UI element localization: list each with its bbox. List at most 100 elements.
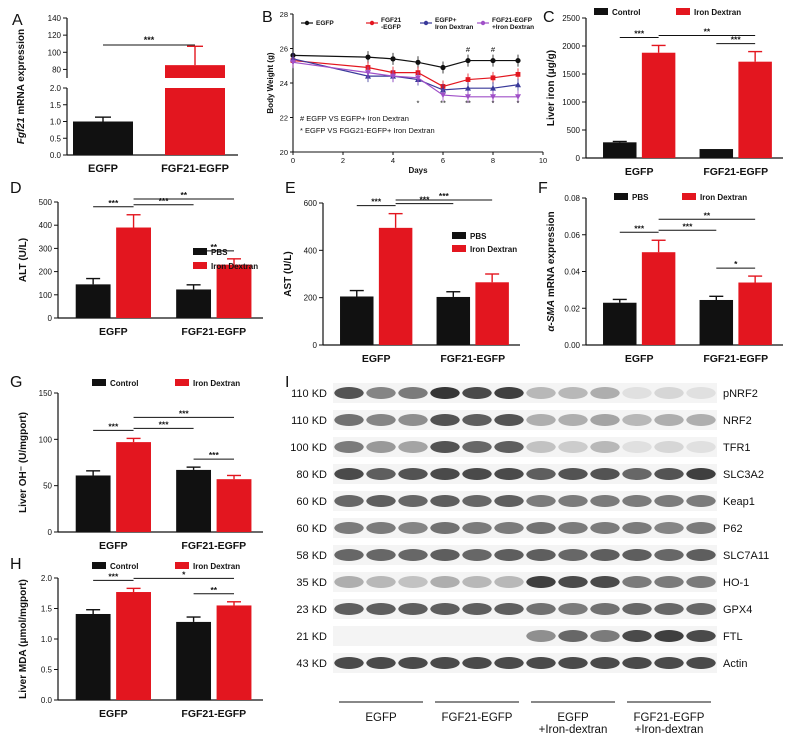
kd-label: 35 KD [296,577,327,589]
data-point [465,57,471,64]
band [622,387,652,399]
y-tick-label: 24 [280,79,288,88]
band [430,657,460,669]
bar [116,592,151,700]
legend-label: Iron Dextran [694,8,741,17]
legend-label: PBS [632,193,649,202]
legend-label: FGF21-EGFP +Iron Dextran [492,17,534,31]
bar [603,142,637,158]
significance-mark: ** [465,98,471,107]
blot-strip [333,437,717,457]
band [654,522,684,534]
band [366,522,396,534]
kd-label: 110 KD [291,388,327,400]
blot-row-keap1: 60 KD Keap1 [296,491,755,511]
kd-label: 100 KD [290,442,327,454]
legend-label: Iron Dextran [700,193,747,202]
band [654,468,684,480]
y-tick-label: 120 [48,31,62,40]
significance-mark: * [182,569,186,579]
y-tick-label: 2.0 [41,574,53,583]
band [622,441,652,453]
band [686,468,716,480]
protein-label: Keap1 [723,496,755,508]
bar [641,52,676,158]
band [558,468,588,480]
y-tick-label: 0.00 [564,341,580,350]
band [398,441,428,453]
blot-row-slc3a2: 80 KD SLC3A2 [296,464,764,484]
y-tick-label: 0.02 [564,304,580,313]
significance-mark: *** [179,408,190,418]
significance-mark: *** [682,221,693,231]
legend-label: PBS [211,248,228,257]
band [654,549,684,561]
band [590,657,620,669]
band [494,495,524,507]
y-tick-label: 0 [48,528,53,537]
protein-label: SLC3A2 [723,469,764,481]
band [558,630,588,642]
panel-e: E 0 200 400 600 AST (U/L) EGFP FGF21-EGFP PBS Iro… [283,180,520,365]
y-tick-label: 22 [280,114,288,123]
data-point [490,75,496,81]
x-tick-label: FGF21-EGFP [181,540,246,552]
data-point [440,64,446,71]
series-line [292,54,518,69]
panel-label: F [538,180,548,197]
band [366,603,396,615]
data-point [490,57,496,64]
y-tick-label: 1.0 [50,118,62,127]
panel-label: G [10,374,22,391]
band [686,522,716,534]
band [654,414,684,426]
x-tick-label: 8 [491,156,495,165]
bar [165,65,225,78]
blot-row-ho-1: 35 KD HO-1 [296,572,749,592]
protein-label: GPX4 [723,604,752,616]
legend-swatch [193,248,207,255]
y-axis-label: Body Weight (g) [266,52,275,114]
band [334,522,364,534]
panel-label: B [262,9,273,26]
bar [738,282,772,345]
x-tick-label: FGF21-EGFP [181,708,246,720]
blot-strip [333,491,717,511]
band [622,576,652,588]
panel-label: H [10,556,22,573]
band [622,549,652,561]
band [558,414,588,426]
y-tick-label: 28 [280,10,288,19]
x-tick-label: FGF21-EGFP [161,163,229,175]
panel-label: A [12,12,23,29]
legend-marker [369,20,375,26]
data-point [515,57,521,64]
y-tick-label: 26 [280,45,288,54]
series-line [292,58,519,91]
band [398,387,428,399]
protein-label: P62 [723,523,743,535]
band [494,657,524,669]
y-tick-label: 100 [39,435,53,444]
band [366,468,396,480]
x-tick-label: EGFP [99,540,128,552]
y-axis-label: Liver iron (μg/g) [546,50,557,126]
legend-swatch [614,193,628,200]
band [526,603,556,615]
band [462,576,492,588]
bar [73,121,133,155]
y-tick-label: 1.5 [50,101,62,110]
band [686,387,716,399]
significance-mark: ** [210,585,217,595]
band [366,441,396,453]
legend-swatch [452,245,466,252]
significance-mark: *** [159,196,170,206]
x-tick-label: FGF21-EGFP [703,166,768,178]
y-tick-label: 600 [304,199,318,208]
band [526,657,556,669]
data-point [515,94,521,100]
band [686,495,716,507]
blot-row-pnrf2: 110 KD pNRF2 [291,383,758,403]
band [462,522,492,534]
y-axis-label: AST (U/L) [283,251,294,297]
